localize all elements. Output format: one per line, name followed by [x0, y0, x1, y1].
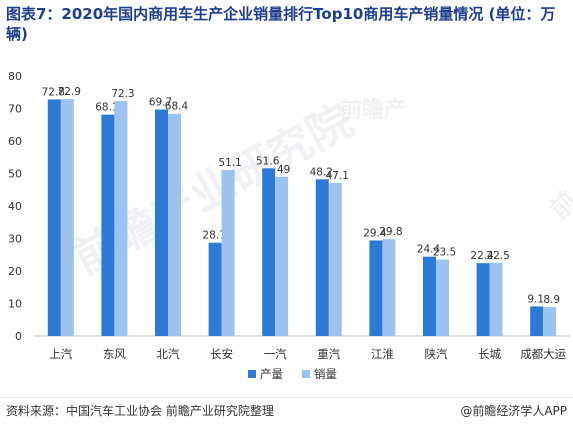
y-tick-label: 40: [8, 200, 22, 213]
bar-production: [101, 114, 115, 336]
x-tick-label: 一汽: [264, 347, 287, 361]
legend-swatch-sales: [302, 370, 310, 378]
bar-production: [530, 306, 544, 336]
y-tick-label: 70: [8, 103, 22, 116]
legend-label: 销量: [314, 367, 337, 381]
y-tick-label: 10: [8, 298, 22, 311]
y-tick-label: 60: [8, 135, 22, 148]
bar-production: [369, 240, 383, 336]
bar-sales: [168, 113, 181, 336]
bar-production: [476, 263, 490, 336]
x-tick-label: 重汽: [317, 347, 340, 361]
data-label: 24.4: [417, 244, 441, 256]
data-label: 23.5: [433, 247, 456, 259]
y-tick-label: 0: [15, 330, 22, 343]
x-tick-label: 长城: [478, 347, 501, 361]
data-label: 29.8: [379, 226, 402, 238]
x-tick-label: 成都大运: [520, 347, 566, 361]
data-label: 72.3: [111, 88, 134, 100]
x-tick-label: 长安: [210, 347, 233, 361]
data-label: 29.4: [363, 227, 387, 239]
brand-credit: @前瞻经济学人APP: [460, 404, 567, 418]
y-tick-label: 20: [8, 265, 22, 278]
y-tick-label: 50: [8, 168, 22, 181]
y-tick-label: 30: [8, 233, 22, 246]
bar-sales: [436, 259, 449, 336]
data-label: 72.8: [42, 86, 65, 98]
bar-sales: [275, 176, 289, 336]
data-label: 69.7: [149, 96, 172, 108]
data-label: 72.9: [58, 86, 81, 98]
bar-sales: [221, 169, 235, 336]
bar-production: [155, 109, 168, 336]
bar-chart: 0 10 20 30 40 50 60 70 80 72.872.9 上汽 68.1 72.3 东风 69.…: [8, 70, 570, 381]
x-tick-label: 北汽: [157, 347, 180, 361]
x-tick-label: 陕汽: [425, 347, 448, 361]
bar-sales: [328, 182, 342, 336]
y-tick-label: 80: [8, 70, 22, 83]
data-label: 68.4: [165, 101, 189, 113]
data-label: 28.7: [202, 230, 225, 242]
bar-production: [315, 179, 329, 336]
data-label: 47.1: [326, 170, 349, 182]
bar-production: [423, 256, 436, 336]
data-label: 51.6: [256, 155, 280, 167]
bar-sales: [382, 239, 396, 336]
bar-sales: [543, 307, 557, 336]
x-tick-label: 东风: [103, 347, 126, 361]
footer-divider: [0, 397, 573, 398]
x-tick-label: 上汽: [49, 347, 72, 361]
data-label: 49: [277, 164, 290, 176]
data-label: 9.1: [527, 293, 544, 305]
x-tick-label: 江淮: [371, 347, 394, 361]
legend-label: 产量: [260, 367, 283, 381]
bar-production: [47, 99, 61, 337]
source-note: 资料来源：中国汽车工业协会 前瞻产业研究院整理: [6, 404, 274, 418]
legend-swatch-production: [248, 370, 256, 378]
data-label: 22.4: [470, 250, 494, 262]
bar-production: [208, 242, 222, 336]
chart-title: 图表7：2020年国内商用车生产企业销量排行Top10商用车产销量情况 (单位：…: [6, 5, 556, 43]
bar-sales: [60, 99, 74, 336]
data-label: 51.1: [218, 157, 241, 169]
bar-production: [262, 168, 276, 336]
data-label: 22.5: [486, 250, 509, 262]
bar-sales: [114, 101, 128, 337]
data-label: 68.1: [95, 102, 118, 114]
bar-sales: [489, 262, 503, 336]
data-label: 8.9: [543, 294, 560, 306]
data-label: 48.2: [310, 166, 333, 178]
